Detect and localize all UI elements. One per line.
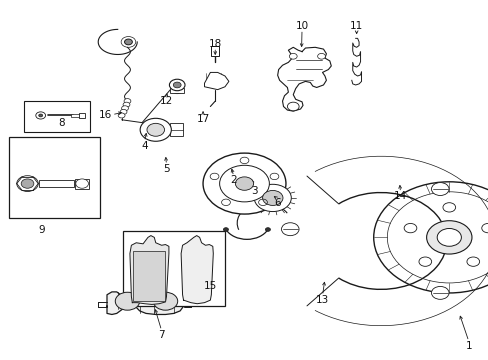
Bar [24, 101, 90, 132]
Text: 7: 7 [158, 330, 164, 340]
Text: 12: 12 [160, 96, 173, 106]
Circle shape [76, 179, 88, 188]
Circle shape [140, 118, 171, 141]
Circle shape [147, 123, 164, 136]
Circle shape [223, 228, 228, 231]
Text: 4: 4 [141, 141, 147, 151]
Circle shape [426, 221, 471, 254]
Bar [133, 251, 164, 301]
Circle shape [235, 177, 253, 190]
Circle shape [39, 114, 42, 117]
Text: 8: 8 [58, 118, 65, 128]
Text: 9: 9 [39, 225, 45, 235]
Polygon shape [130, 235, 168, 305]
Circle shape [436, 229, 461, 246]
Circle shape [254, 184, 291, 212]
Bar [79, 113, 84, 118]
Circle shape [123, 102, 130, 107]
Bar [211, 45, 219, 56]
Text: 3: 3 [250, 186, 257, 196]
Circle shape [171, 85, 183, 94]
Polygon shape [107, 288, 183, 315]
Circle shape [122, 106, 128, 111]
Circle shape [124, 99, 131, 104]
Bar [71, 114, 80, 117]
Bar [122, 231, 224, 306]
Circle shape [124, 39, 132, 45]
Circle shape [265, 228, 270, 231]
Circle shape [173, 82, 181, 88]
Text: 11: 11 [349, 21, 363, 31]
Text: 10: 10 [295, 21, 308, 31]
Circle shape [386, 192, 488, 283]
Circle shape [21, 179, 34, 188]
Text: 6: 6 [274, 198, 281, 208]
Circle shape [317, 53, 325, 59]
Bar [9, 137, 100, 218]
Text: 5: 5 [163, 164, 169, 174]
Bar [170, 123, 182, 136]
Text: 14: 14 [393, 191, 407, 201]
Circle shape [115, 292, 140, 310]
Text: 2: 2 [230, 175, 237, 185]
Circle shape [289, 53, 297, 59]
Circle shape [169, 79, 184, 91]
Circle shape [287, 102, 299, 111]
Text: 1: 1 [465, 341, 471, 351]
Polygon shape [204, 72, 228, 90]
Text: 13: 13 [315, 295, 328, 305]
Circle shape [430, 183, 448, 195]
Circle shape [281, 223, 299, 236]
Circle shape [153, 292, 177, 310]
Bar [75, 179, 89, 189]
Bar [148, 279, 156, 282]
Circle shape [430, 287, 448, 299]
Bar [170, 88, 183, 93]
Circle shape [17, 176, 38, 192]
Circle shape [118, 113, 125, 118]
Text: 16: 16 [99, 111, 112, 121]
Circle shape [219, 165, 269, 202]
Circle shape [120, 109, 127, 114]
Circle shape [262, 190, 283, 206]
Text: 18: 18 [208, 39, 222, 49]
Text: 17: 17 [196, 114, 209, 124]
Circle shape [373, 182, 488, 293]
Circle shape [36, 112, 45, 119]
Circle shape [203, 153, 285, 214]
Polygon shape [181, 235, 213, 304]
Bar [39, 180, 74, 187]
Text: 15: 15 [203, 281, 217, 291]
